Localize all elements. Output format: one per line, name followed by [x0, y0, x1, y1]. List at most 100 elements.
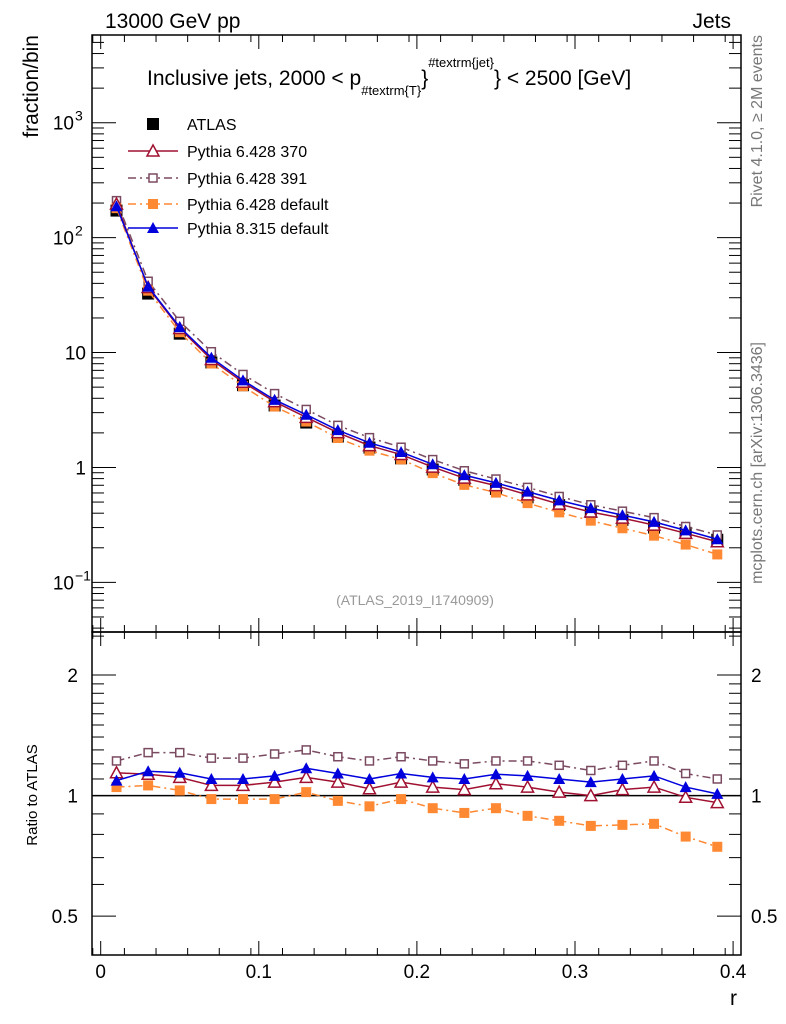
data-point-pythia-8-315-default	[711, 533, 724, 545]
ratio-point-pythia-6-428-370	[520, 779, 535, 793]
ratio-point-pythia-6-428-default	[712, 841, 723, 852]
data-point-pythia-8-315-default	[395, 446, 408, 458]
series-line-pythia-8-315-default	[115, 206, 718, 540]
ratio-point-pythia-6-428-default	[427, 803, 438, 814]
legend-marker	[148, 199, 158, 209]
ratio-point-pythia-8-315-default	[679, 781, 692, 793]
ratio-tick-label-right: 0.5	[751, 907, 777, 928]
ratio-y-axis-label: Ratio to ATLAS	[24, 744, 41, 845]
ratio-point-pythia-6-428-default	[585, 820, 596, 831]
ratio-line-pythia-8-315-default	[116, 767, 718, 795]
data-point-pythia-8-315-default	[679, 524, 692, 536]
legend-marker	[147, 118, 159, 130]
data-point-pythia-8-315-default	[521, 485, 534, 497]
data-point-pythia-8-315-default	[300, 408, 313, 420]
ratio-point-pythia-6-428-default	[364, 801, 375, 812]
ratio-tick-label-left: 0.5	[52, 907, 78, 928]
ratio-point-pythia-6-428-370	[583, 787, 599, 802]
ratio-point-pythia-6-428-370	[710, 795, 725, 809]
legend-entry: Pythia 6.428 default	[187, 197, 329, 214]
ratio-point-pythia-6-428-391	[427, 756, 438, 766]
y-tick-exponent: −1	[75, 567, 91, 583]
legend-marker	[148, 173, 158, 183]
ratio-point-pythia-8-315-default	[711, 787, 724, 799]
y-tick-exponent: 3	[75, 108, 83, 124]
data-point-pythia-8-315-default	[173, 321, 186, 333]
ratio-point-pythia-8-315-default	[553, 772, 566, 784]
data-point-pythia-8-315-default	[458, 469, 471, 481]
ratio-point-pythia-6-428-default	[554, 815, 565, 826]
ratio-point-pythia-6-428-391	[522, 756, 533, 766]
data-point-pythia-6-428-default	[554, 507, 565, 518]
legend-entry: Pythia 6.428 391	[187, 171, 307, 188]
ratio-point-pythia-6-428-370	[330, 774, 346, 788]
ratio-point-pythia-6-428-391	[111, 756, 122, 766]
y-tick-label: 10	[65, 344, 86, 365]
ratio-point-pythia-8-315-default	[142, 765, 155, 777]
x-tick-label: 0.3	[562, 962, 588, 983]
data-point-pythia-6-428-default	[427, 468, 438, 479]
ratio-point-pythia-6-428-default	[301, 787, 312, 798]
data-point-pythia-8-315-default	[616, 509, 629, 521]
ratio-tick-label-right: 2	[751, 666, 762, 687]
data-point-pythia-8-315-default	[489, 476, 502, 488]
ratio-point-pythia-6-428-default	[143, 780, 154, 791]
header-left: 13000 GeV pp	[105, 10, 240, 33]
ratio-point-pythia-6-428-370	[393, 774, 409, 788]
ratio-point-pythia-6-428-391	[459, 759, 470, 769]
analysis-id: (ATLAS_2019_I1740909)	[336, 592, 494, 608]
ratio-point-pythia-8-315-default	[268, 769, 281, 781]
data-point-pythia-8-315-default	[426, 458, 439, 470]
ratio-point-pythia-6-428-391	[680, 768, 691, 779]
ratio-line-pythia-6-428-370	[116, 772, 718, 804]
ratio-point-pythia-6-428-default	[617, 819, 628, 830]
ratio-point-pythia-6-428-370	[362, 781, 377, 795]
ratio-point-pythia-6-428-370	[551, 784, 567, 798]
data-point-pythia-8-315-default	[363, 436, 376, 448]
ratio-point-pythia-6-428-370	[646, 779, 662, 793]
legend-entry: Pythia 8.315 default	[187, 221, 329, 238]
ratio-point-pythia-8-315-default	[205, 772, 218, 784]
ratio-point-pythia-6-428-391	[206, 753, 217, 763]
ratio-point-pythia-6-428-391	[396, 751, 406, 762]
ratio-line-pythia-6-428-default	[116, 784, 718, 848]
ratio-point-pythia-8-315-default	[616, 772, 629, 784]
ratio-point-pythia-6-428-391	[586, 765, 596, 776]
ratio-point-pythia-6-428-370	[235, 777, 251, 792]
ratio-point-pythia-8-315-default	[648, 769, 661, 781]
ratio-point-pythia-6-428-391	[301, 745, 311, 755]
ratio-point-pythia-8-315-default	[489, 768, 502, 780]
ratio-point-pythia-6-428-370	[267, 774, 282, 788]
legend-marker	[145, 143, 161, 157]
ratio-point-pythia-8-315-default	[584, 776, 597, 788]
x-tick-label: 0.2	[404, 962, 430, 983]
ratio-point-pythia-6-428-default	[459, 807, 470, 818]
plot-title: Inclusive jets, 2000 < p#textrm{T}}#text…	[147, 55, 631, 98]
ratio-point-pythia-6-428-391	[238, 753, 248, 763]
header-right: Jets	[692, 10, 731, 33]
ratio-point-pythia-6-428-default	[237, 794, 248, 805]
data-point-pythia-6-428-default	[617, 523, 628, 534]
data-point-pythia-8-315-default	[205, 351, 218, 363]
ratio-tick-label-left: 2	[67, 666, 78, 687]
ratio-point-pythia-6-428-default	[396, 794, 407, 805]
legend-marker	[147, 222, 159, 233]
series-line-pythia-6-428-default	[115, 207, 718, 556]
x-tick-label: 0	[95, 962, 106, 983]
y-tick-label: 10	[53, 229, 74, 250]
data-point-pythia-8-315-default	[648, 515, 661, 527]
ratio-point-pythia-6-428-391	[649, 756, 659, 766]
ratio-point-pythia-6-428-391	[617, 760, 628, 771]
ratio-point-pythia-6-428-391	[269, 749, 280, 759]
data-point-pythia-8-315-default	[142, 280, 155, 292]
ratio-point-pythia-6-428-default	[269, 794, 280, 805]
ratio-point-pythia-8-315-default	[331, 767, 344, 779]
y-tick-label: 10	[53, 573, 74, 594]
ratio-point-pythia-6-428-370	[298, 769, 314, 784]
ratio-point-pythia-6-428-370	[488, 776, 504, 790]
ratio-point-pythia-6-428-default	[206, 794, 217, 805]
ratio-point-pythia-6-428-391	[143, 747, 153, 758]
ratio-point-pythia-6-428-default	[522, 810, 533, 821]
y-tick-label: 10	[53, 114, 74, 135]
